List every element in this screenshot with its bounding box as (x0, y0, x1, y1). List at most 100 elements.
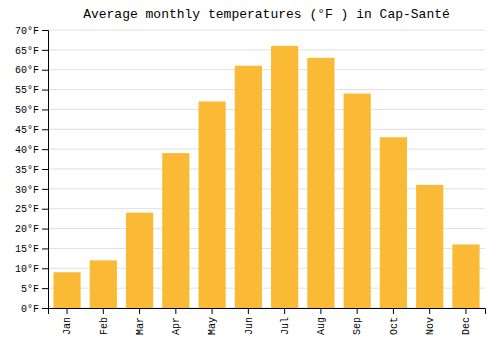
x-tick-mark (139, 308, 140, 314)
y-tick-label: 5°F (21, 284, 39, 295)
y-tick-label: 50°F (15, 105, 39, 116)
x-tick: Jul (280, 308, 291, 335)
x-tick-mark (212, 308, 213, 314)
y-tick-mark (42, 149, 48, 150)
x-tick-mark (175, 308, 176, 314)
x-tick-label: Aug (316, 317, 327, 335)
x-tick-mark (103, 308, 104, 314)
y-axis-line (42, 31, 49, 309)
x-tick-label: Dec (461, 317, 472, 335)
bar (199, 101, 226, 308)
y-tick-label: 70°F (15, 26, 39, 37)
x-tick-mark (429, 308, 430, 314)
grid-line (48, 169, 485, 170)
bar (126, 213, 153, 308)
y-tick-label: 30°F (15, 185, 39, 196)
plot: 0°F 5°F 10°F 15°F 20°F 25°F 30°F 35°F 40°F 45°F 50… (15, 26, 486, 335)
bar (235, 66, 262, 308)
bar (271, 46, 298, 308)
x-tick: Jun (244, 308, 255, 335)
grid-line (48, 109, 485, 110)
chart: 0°F 5°F 10°F 15°F 20°F 25°F 30°F 35°F 40°F 45°F 50… (0, 0, 500, 350)
x-tick: May (207, 308, 218, 335)
y-tick: 25°F (15, 204, 48, 215)
grid (48, 30, 485, 308)
x-tick-label: Feb (99, 317, 110, 335)
bar (452, 244, 479, 308)
grid-line (48, 129, 485, 130)
x-tick-mark (67, 308, 68, 314)
y-tick: 40°F (15, 145, 48, 156)
y-tick-mark (42, 30, 48, 31)
x-tick-label: May (207, 317, 218, 335)
y-tick-label: 35°F (15, 165, 39, 176)
y-tick: 0°F (21, 304, 48, 315)
bar (90, 260, 117, 308)
bar (53, 272, 80, 308)
x-tick: Sep (352, 308, 363, 335)
x-tick: Feb (99, 308, 110, 335)
y-tick: 5°F (21, 284, 48, 295)
x-tick: Mar (135, 308, 146, 335)
x-tick-label: Mar (135, 317, 146, 335)
grid-line (48, 149, 485, 150)
x-tick-mark (284, 308, 285, 314)
y-tick-mark (42, 169, 48, 170)
y-tick-mark (42, 268, 48, 269)
x-tick-label: Jul (280, 317, 291, 335)
grid-line (48, 89, 485, 90)
x-tick-label: Apr (171, 317, 182, 335)
x-tick: Jan (62, 308, 73, 335)
x-tick-mark (248, 308, 249, 314)
x-tick-mark (320, 308, 321, 314)
x-tick: Nov (425, 308, 436, 335)
y-tick-mark (42, 308, 48, 309)
x-axis-line (49, 309, 486, 315)
y-tick: 30°F (15, 185, 48, 196)
y-tick-label: 15°F (15, 244, 39, 255)
y-tick: 50°F (15, 105, 48, 116)
bar (162, 153, 189, 308)
x-tick: Apr (171, 308, 182, 335)
y-tick-label: 25°F (15, 204, 39, 215)
bar (416, 185, 443, 308)
y-tick: 15°F (15, 244, 48, 255)
y-tick: 45°F (15, 125, 48, 136)
grid-line (48, 49, 485, 50)
x-tick: Dec (461, 308, 472, 335)
y-tick: 35°F (15, 165, 48, 176)
chart-container: 0°F 5°F 10°F 15°F 20°F 25°F 30°F 35°F 40°F 45°F 50… (0, 0, 500, 350)
y-tick-mark (42, 90, 48, 91)
y-tick-label: 10°F (15, 264, 39, 275)
bar (380, 137, 407, 308)
y-tick: 70°F (15, 26, 48, 37)
y-tick-mark (42, 109, 48, 110)
y-tick-mark (42, 248, 48, 249)
y-tick: 10°F (15, 264, 48, 275)
grid-line (48, 69, 485, 70)
y-tick-mark (42, 189, 48, 190)
x-tick: Oct (389, 308, 400, 335)
y-tick: 20°F (15, 224, 48, 235)
x-tick-label: Oct (389, 317, 400, 335)
y-tick-label: 40°F (15, 145, 39, 156)
y-tick: 55°F (15, 85, 48, 96)
x-tick: Aug (316, 308, 327, 335)
bar (307, 58, 334, 308)
y-tick-label: 65°F (15, 46, 39, 57)
x-tick-mark (393, 308, 394, 314)
x-tick-label: Nov (425, 317, 436, 335)
y-tick-mark (42, 50, 48, 51)
y-tick-label: 55°F (15, 85, 39, 96)
y-tick: 65°F (15, 46, 48, 57)
x-tick-mark (465, 308, 466, 314)
bars (53, 46, 479, 308)
y-tick-mark (42, 129, 48, 130)
y-axis: 0°F 5°F 10°F 15°F 20°F 25°F 30°F 35°F 40°F 45°F 50… (15, 26, 49, 315)
y-tick-mark (42, 209, 48, 210)
y-tick-label: 0°F (21, 304, 39, 315)
grid-line (48, 30, 485, 31)
y-tick-label: 45°F (15, 125, 39, 136)
y-tick: 60°F (15, 65, 48, 76)
x-tick-label: Jan (62, 317, 73, 335)
